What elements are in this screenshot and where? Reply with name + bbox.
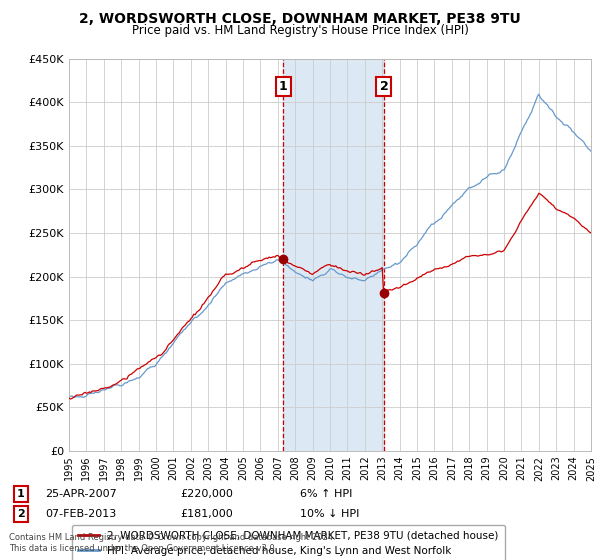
- Legend: 2, WORDSWORTH CLOSE, DOWNHAM MARKET, PE38 9TU (detached house), HPI: Average pri: 2, WORDSWORTH CLOSE, DOWNHAM MARKET, PE3…: [71, 525, 505, 560]
- Text: Price paid vs. HM Land Registry's House Price Index (HPI): Price paid vs. HM Land Registry's House …: [131, 24, 469, 37]
- Text: 2: 2: [380, 80, 388, 93]
- Text: 25-APR-2007: 25-APR-2007: [45, 489, 117, 499]
- Text: Contains HM Land Registry data © Crown copyright and database right 2024.
This d: Contains HM Land Registry data © Crown c…: [9, 533, 335, 553]
- Text: 1: 1: [279, 80, 288, 93]
- Text: 1: 1: [17, 489, 25, 499]
- Text: 07-FEB-2013: 07-FEB-2013: [45, 509, 116, 519]
- Text: 2, WORDSWORTH CLOSE, DOWNHAM MARKET, PE38 9TU: 2, WORDSWORTH CLOSE, DOWNHAM MARKET, PE3…: [79, 12, 521, 26]
- Text: 6% ↑ HPI: 6% ↑ HPI: [300, 489, 352, 499]
- Text: £181,000: £181,000: [180, 509, 233, 519]
- Text: 2: 2: [17, 509, 25, 519]
- Text: 10% ↓ HPI: 10% ↓ HPI: [300, 509, 359, 519]
- Text: £220,000: £220,000: [180, 489, 233, 499]
- Bar: [283, 59, 384, 451]
